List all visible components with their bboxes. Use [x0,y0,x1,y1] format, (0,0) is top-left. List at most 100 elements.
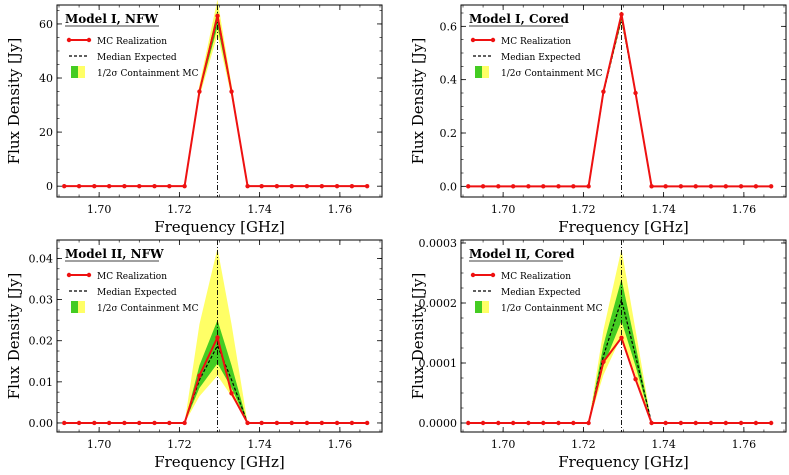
y-axis-label: Flux Density [Jy] [5,38,23,165]
x-tick-label: 1.74 [247,203,272,216]
mc-point [182,420,187,426]
plot-frame [460,4,787,198]
mc-point [649,420,654,426]
legend-marker-mc [470,272,476,278]
legend-swatch-1sigma [475,301,482,313]
mc-point [480,184,486,189]
panel-title: Model II, Cored [469,247,575,261]
x-axis-label: Frequency [GHz] [154,218,285,236]
legend-label-mc: MC Realization [97,272,167,282]
panel-3: 1.70 1.72 1.74 1.76 0.00 0.01 0.02 0.03 0.04 Freq… [5,239,383,471]
x-tick-label: 1.70 [491,203,516,216]
legend-label-mc: MC Realization [501,272,571,282]
legend-swatch-2sigma [78,66,85,78]
mc-point [215,335,220,340]
mc-point [167,420,172,426]
mc-point [526,184,531,189]
mc-point [364,420,370,426]
panel-title: Model I, NFW [65,12,159,26]
mc-point [496,420,501,426]
mc-point [92,183,97,189]
legend-label-containment: 1/2σ Containment MC [97,69,199,79]
legend-label-mc: MC Realization [501,37,571,47]
mc-point [556,184,561,189]
legend-swatch-2sigma [78,301,85,313]
x-tick-label: 1.72 [167,438,192,451]
mc-point [62,420,67,426]
mc-point [633,90,638,96]
y-axis-label: Flux Density [Jy] [409,273,427,400]
y-tick-label: 60 [39,18,53,31]
panel-title: Model II, NFW [65,247,164,261]
y-tick-label: 20 [39,126,53,139]
mc-point [122,420,127,426]
mc-point [364,183,370,189]
mc-point [466,184,471,189]
mc-point [556,420,561,426]
mc-point [182,183,187,189]
mc-point [693,420,698,426]
mc-point [649,184,654,189]
mc-point [663,184,668,189]
x-axis-label: Frequency [GHz] [154,453,285,471]
legend-marker-mc [66,272,72,278]
mc-point [334,420,340,426]
mc-point [334,183,340,189]
band-2sigma [468,249,772,423]
y-tick-label: 0.02 [29,335,54,348]
x-tick-label: 1.76 [328,203,353,216]
mc-point [259,420,264,426]
mc-point [510,184,516,189]
mc-point [633,377,638,382]
mc-point [62,183,67,189]
mc-point [304,183,310,189]
mc-point [197,373,202,378]
x-tick-label: 1.70 [87,203,112,216]
mc-point [92,420,97,426]
mc-point [663,420,668,426]
mc-point [526,420,531,426]
x-tick-label: 1.74 [651,203,676,216]
mc-point [541,184,546,189]
legend-label-mc: MC Realization [97,37,167,47]
y-tick-label: 0.0 [440,180,458,193]
mc-point [466,420,471,426]
band-2sigma [64,0,368,187]
legend-swatch-1sigma [71,301,78,313]
mc-point [259,183,264,189]
y-axis-label: Flux Density [Jy] [409,38,427,165]
legend-swatch-2sigma [482,301,489,313]
x-axis-label: Frequency [GHz] [558,453,689,471]
mc-point [541,420,546,426]
y-axis-label: Flux Density [Jy] [5,273,23,400]
mc-point [693,184,698,189]
x-tick-label: 1.70 [87,438,112,451]
y-tick-label: 0.00 [29,417,54,430]
mc-point [619,335,624,340]
mc-point [289,183,294,189]
x-tick-label: 1.76 [732,438,757,451]
mc-point [753,184,759,189]
legend-label-median: Median Expected [501,288,581,298]
mc-point [122,183,127,189]
panel-4: 1.70 1.72 1.74 1.76 0.0000 0.0001 0.0002 0.0003… [409,237,787,471]
mc-point [152,183,157,189]
legend-marker-mc [86,37,92,43]
x-tick-label: 1.74 [651,438,676,451]
mc-point [152,420,157,426]
mc-point [197,89,202,94]
mc-point [586,184,591,189]
mc-point [601,359,606,364]
mc-point [215,13,220,19]
mc-point [106,420,112,426]
mc-point [274,183,280,189]
y-tick-label: 0.0002 [419,297,458,310]
legend-marker-mc [86,272,92,278]
x-tick-label: 1.74 [247,438,272,451]
y-tick-label: 0.01 [29,376,54,389]
panel-1: 1.70 1.72 1.74 1.76 0 20 40 60 Frequency [GHz] Fl… [5,0,383,236]
legend-label-containment: 1/2σ Containment MC [501,304,603,314]
panel-title: Model I, Cored [469,12,570,26]
series-mc-realization [468,335,772,424]
y-tick-label: 0 [46,180,53,193]
